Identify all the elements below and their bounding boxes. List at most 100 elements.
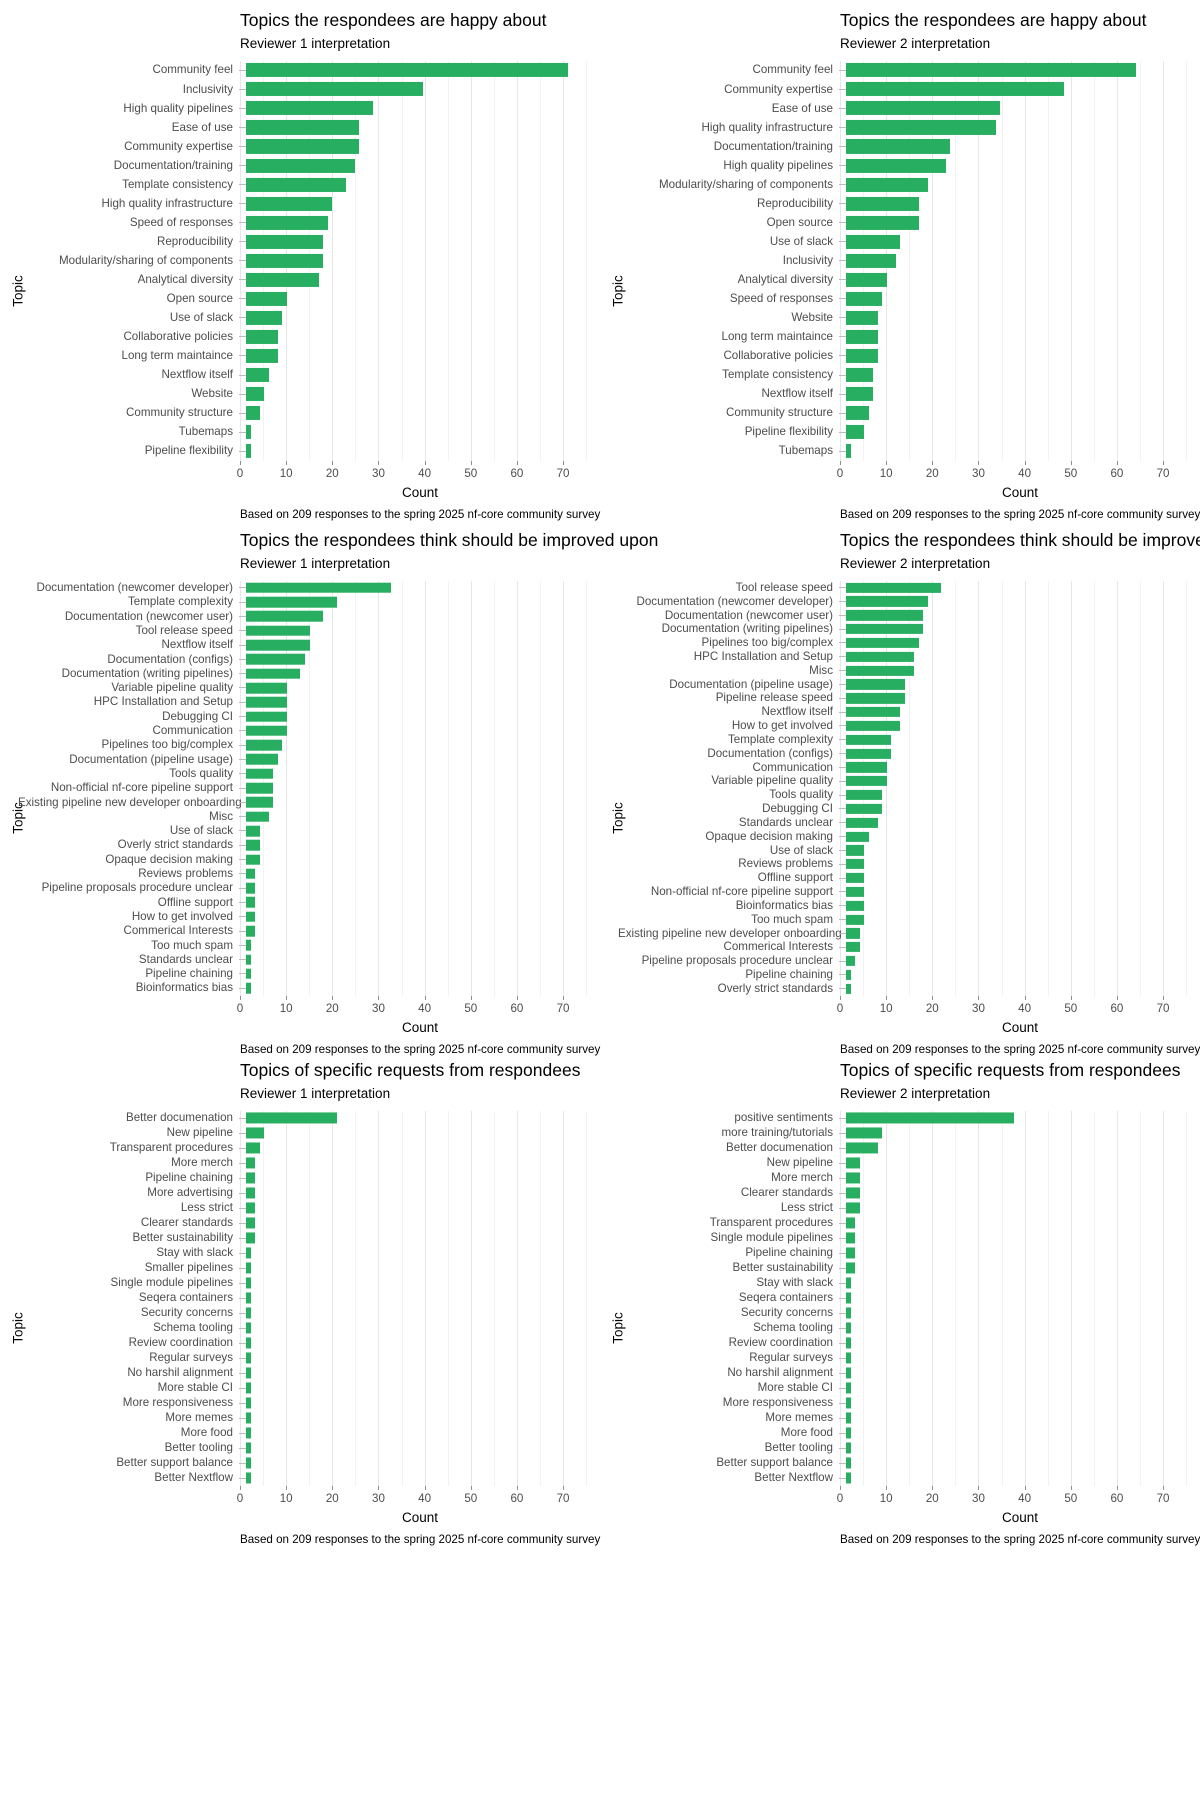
- category-label: More stable CI: [157, 1381, 233, 1395]
- y-tick-mark: [839, 1282, 846, 1284]
- bar: [846, 582, 942, 593]
- bar-track: [846, 691, 1200, 705]
- y-tick-mark: [239, 716, 246, 718]
- bar-row: Standards unclear: [18, 952, 600, 966]
- bar-track: [846, 982, 1200, 996]
- x-tick-label: 20: [325, 1491, 339, 1505]
- bar-track: [246, 795, 600, 809]
- bar-track: [846, 118, 1200, 137]
- bar: [246, 1127, 265, 1139]
- bar-track: [846, 816, 1200, 830]
- category-label: Reviews problems: [738, 857, 833, 871]
- bar-row: Better documenation: [18, 1111, 600, 1126]
- x-tick-label: 40: [1018, 1491, 1032, 1505]
- bar-row: High quality pipelines: [18, 99, 600, 118]
- category-label: Variable pipeline quality: [111, 681, 233, 695]
- category-label: Use of slack: [769, 234, 833, 248]
- category-label: Community expertise: [124, 139, 233, 153]
- x-tick-mark: [240, 995, 241, 1000]
- bar-row: Communication: [618, 761, 1200, 775]
- category-label: Standards unclear: [138, 952, 233, 966]
- bar: [246, 1352, 251, 1364]
- x-tick-label: 10: [879, 1491, 893, 1505]
- bar: [846, 329, 878, 344]
- bar-track: [846, 1381, 1200, 1396]
- category-label: Review coordination: [128, 1336, 233, 1350]
- category-label: Open source: [766, 215, 833, 229]
- y-tick-mark: [239, 601, 246, 603]
- bar-track: [846, 99, 1200, 118]
- bar: [846, 1382, 851, 1394]
- bar-track: [846, 581, 1200, 595]
- x-tick-mark: [932, 1485, 934, 1490]
- bar-row: Smaller pipelines: [18, 1261, 600, 1276]
- bar: [246, 1292, 251, 1304]
- bar-track: [246, 1456, 600, 1471]
- chart-caption: Based on 209 responses to the spring 202…: [840, 507, 1200, 521]
- y-tick-mark: [239, 987, 246, 989]
- y-tick-mark: [239, 184, 246, 186]
- bar-row: Transparent procedures: [18, 1141, 600, 1156]
- x-tick-label: 0: [836, 466, 844, 480]
- x-tick-mark: [840, 995, 841, 1000]
- category-label: Misc: [809, 663, 833, 677]
- bar: [846, 845, 865, 856]
- category-label: Pipeline chaining: [745, 1246, 833, 1260]
- y-tick-mark: [839, 905, 846, 907]
- y-tick-mark: [239, 317, 246, 319]
- bar: [246, 1187, 256, 1199]
- bar-row: More memes: [18, 1411, 600, 1426]
- x-tick-label: 70: [556, 466, 570, 480]
- x-tick-mark: [516, 1485, 518, 1490]
- bar-track: [246, 1171, 600, 1186]
- category-label: Speed of responses: [129, 215, 233, 229]
- bar-row: Community feel: [18, 61, 600, 80]
- category-label: Documentation/training: [113, 158, 233, 172]
- bar-row: Non-official nf-core pipeline support: [618, 885, 1200, 899]
- category-label: Community structure: [126, 406, 233, 420]
- bar-track: [846, 1426, 1200, 1441]
- bar-row: Less strict: [18, 1201, 600, 1216]
- bar: [246, 253, 324, 268]
- bar-track: [246, 781, 600, 795]
- bar-row: Modularity/sharing of components: [618, 175, 1200, 194]
- bar-row: Pipelines too big/complex: [618, 636, 1200, 650]
- bar: [846, 1217, 856, 1229]
- x-tick-label: 70: [556, 1001, 570, 1015]
- bar: [846, 624, 924, 635]
- bar-row: Pipeline flexibility: [618, 423, 1200, 442]
- bar-rows: Community feel Inclusivity High quality pi…: [18, 61, 600, 461]
- bar-track: [846, 733, 1200, 747]
- bar-row: more training/tutorials: [618, 1126, 1200, 1141]
- bar: [246, 725, 287, 737]
- bar-row: HPC Installation and Setup: [18, 695, 600, 709]
- bar-track: [846, 1441, 1200, 1456]
- x-tick-mark: [563, 995, 565, 1000]
- category-label: Standards unclear: [738, 815, 833, 829]
- x-tick-label: 70: [1156, 466, 1170, 480]
- bar-row: Opaque decision making: [18, 852, 600, 866]
- bar: [246, 348, 278, 364]
- y-tick-mark: [839, 670, 846, 672]
- plot-wrapper: Topic positive sentiments more training/tu…: [600, 1110, 1200, 1546]
- bar-row: Documentation (newcomer developer): [618, 595, 1200, 609]
- category-label: Documentation (configs): [707, 746, 833, 760]
- bar-track: [246, 681, 600, 695]
- bar: [846, 1112, 1014, 1124]
- x-tick-label: 10: [879, 466, 893, 480]
- y-tick-mark: [839, 165, 846, 166]
- bar-track: [846, 802, 1200, 816]
- bar: [846, 1157, 860, 1169]
- bar-row: Variable pipeline quality: [618, 774, 1200, 788]
- bar: [246, 82, 423, 97]
- category-label: Tools quality: [169, 766, 233, 780]
- category-label: Schema tooling: [153, 1321, 233, 1335]
- bar: [246, 272, 319, 287]
- bar-track: [246, 308, 600, 327]
- bar-row: Too much spam: [18, 938, 600, 952]
- bar-track: [846, 926, 1200, 940]
- x-tick-label: 20: [925, 1001, 939, 1015]
- y-tick-mark: [839, 1237, 846, 1239]
- bar-row: Documentation (configs): [18, 652, 600, 666]
- bar: [846, 789, 883, 801]
